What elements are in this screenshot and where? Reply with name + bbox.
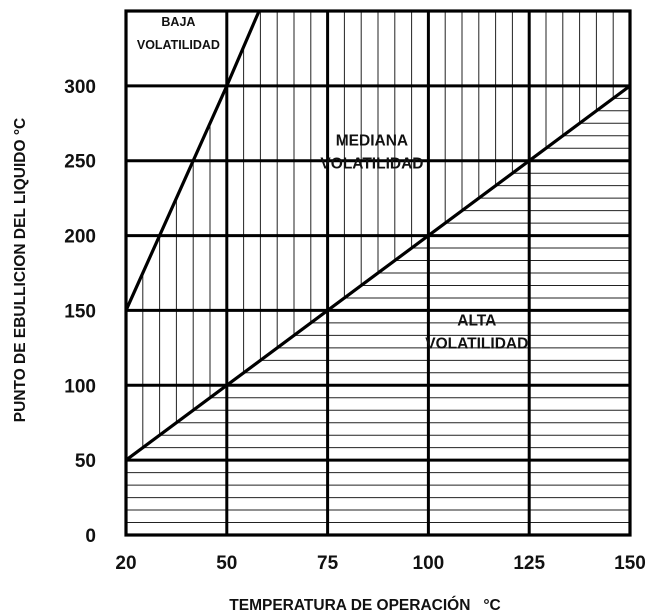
y-tick-label: 100 bbox=[64, 376, 96, 397]
region-label: ALTA bbox=[457, 312, 496, 329]
y-tick-label: 250 bbox=[64, 152, 96, 173]
x-tick-label: 100 bbox=[413, 553, 445, 574]
y-tick-label: 150 bbox=[64, 301, 96, 322]
y-tick-label: 0 bbox=[85, 526, 96, 547]
x-tick-label: 20 bbox=[115, 553, 136, 574]
y-tick-label: 50 bbox=[75, 451, 96, 472]
region-label: VOLATILIDAD bbox=[320, 156, 423, 173]
region-label: VOLATILIDAD bbox=[137, 38, 220, 52]
region-label: BAJA bbox=[161, 15, 195, 29]
x-tick-label: 75 bbox=[317, 553, 339, 574]
x-axis-title: TEMPERATURA DE OPERACIÓN °C bbox=[229, 596, 500, 614]
y-axis-title: PUNTO DE EBULLICION DEL LIQUIDO °C bbox=[12, 118, 29, 422]
x-tick-label: 50 bbox=[216, 553, 237, 574]
region-label: MEDIANA bbox=[336, 133, 408, 150]
x-tick-label: 125 bbox=[513, 553, 545, 574]
region-labels: BAJA VOLATILIDAD MEDIANA VOLATILIDAD ALTA VOL… bbox=[137, 15, 528, 352]
y-tick-label: 300 bbox=[64, 77, 96, 98]
x-tick-label: 150 bbox=[614, 553, 646, 574]
y-tick-label: 200 bbox=[64, 227, 96, 248]
tick-labels: 20 50 75 100 125 150 0 50 100 150 200 250 300 bbox=[64, 77, 646, 574]
region-label: VOLATILIDAD bbox=[425, 335, 528, 352]
mediana-hatch-lines bbox=[143, 11, 613, 448]
